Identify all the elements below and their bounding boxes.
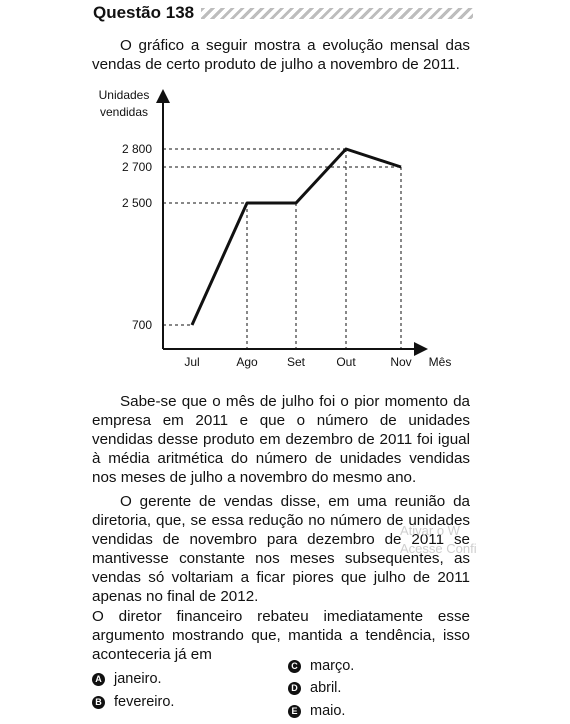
sales-series-line bbox=[190, 147, 402, 326]
option-e-text: maio. bbox=[310, 703, 346, 719]
watermark-line1: Ativar o W bbox=[400, 523, 460, 538]
director-paragraph: O diretor financeiro rebateu imediatamen… bbox=[92, 608, 470, 663]
option-b-letter: B bbox=[92, 696, 105, 709]
y-tick-labels: 700 2 500 2 700 2 800 bbox=[122, 142, 152, 332]
option-a-text: janeiro. bbox=[114, 671, 162, 687]
os-watermark: Ativar o W Acesse Confi bbox=[400, 522, 477, 558]
y-tick-label: 700 bbox=[132, 318, 152, 332]
guide-lines bbox=[163, 148, 402, 349]
option-c-letter: C bbox=[288, 660, 301, 673]
option-e[interactable]: E maio. bbox=[288, 703, 345, 720]
watermark-line2: Acesse Confi bbox=[400, 541, 477, 556]
y-tick-label: 2 700 bbox=[122, 160, 152, 174]
option-a-letter: A bbox=[92, 673, 105, 686]
y-axis-label-line1: Unidades bbox=[99, 88, 150, 102]
sales-line-chart: Unidades vendidas Mês 700 2 500 2 700 2 800… bbox=[99, 88, 452, 369]
y-axis-label-line2: vendidas bbox=[100, 105, 148, 119]
option-d-text: abril. bbox=[310, 680, 342, 696]
option-c-text: março. bbox=[310, 658, 355, 674]
option-c[interactable]: C março. bbox=[288, 658, 354, 675]
y-tick-label: 2 800 bbox=[122, 142, 152, 156]
option-d[interactable]: D abril. bbox=[288, 680, 341, 697]
y-tick-label: 2 500 bbox=[122, 196, 152, 210]
header-hatch-bar bbox=[201, 8, 473, 19]
manager-paragraph: O gerente de vendas disse, em uma reuniã… bbox=[92, 493, 470, 605]
x-tick-label: Ago bbox=[236, 355, 258, 369]
x-tick-label: Set bbox=[287, 355, 306, 369]
option-e-letter: E bbox=[288, 705, 301, 718]
option-a[interactable]: A janeiro. bbox=[92, 671, 162, 688]
question-header: Questão 138 bbox=[93, 4, 473, 24]
option-b[interactable]: B fevereiro. bbox=[92, 694, 174, 711]
question-title: Questão 138 bbox=[93, 3, 195, 22]
x-tick-label: Jul bbox=[184, 355, 199, 369]
x-tick-label: Out bbox=[336, 355, 356, 369]
x-tick-label: Nov bbox=[390, 355, 411, 369]
x-tick-labels: Jul Ago Set Out Nov bbox=[184, 355, 411, 369]
option-b-text: fevereiro. bbox=[114, 694, 175, 710]
option-d-letter: D bbox=[288, 682, 301, 695]
x-axis-label: Mês bbox=[429, 355, 452, 369]
context-paragraph: Sabe-se que o mês de julho foi o pior mo… bbox=[92, 393, 470, 486]
intro-paragraph: O gráfico a seguir mostra a evolução men… bbox=[92, 37, 470, 73]
